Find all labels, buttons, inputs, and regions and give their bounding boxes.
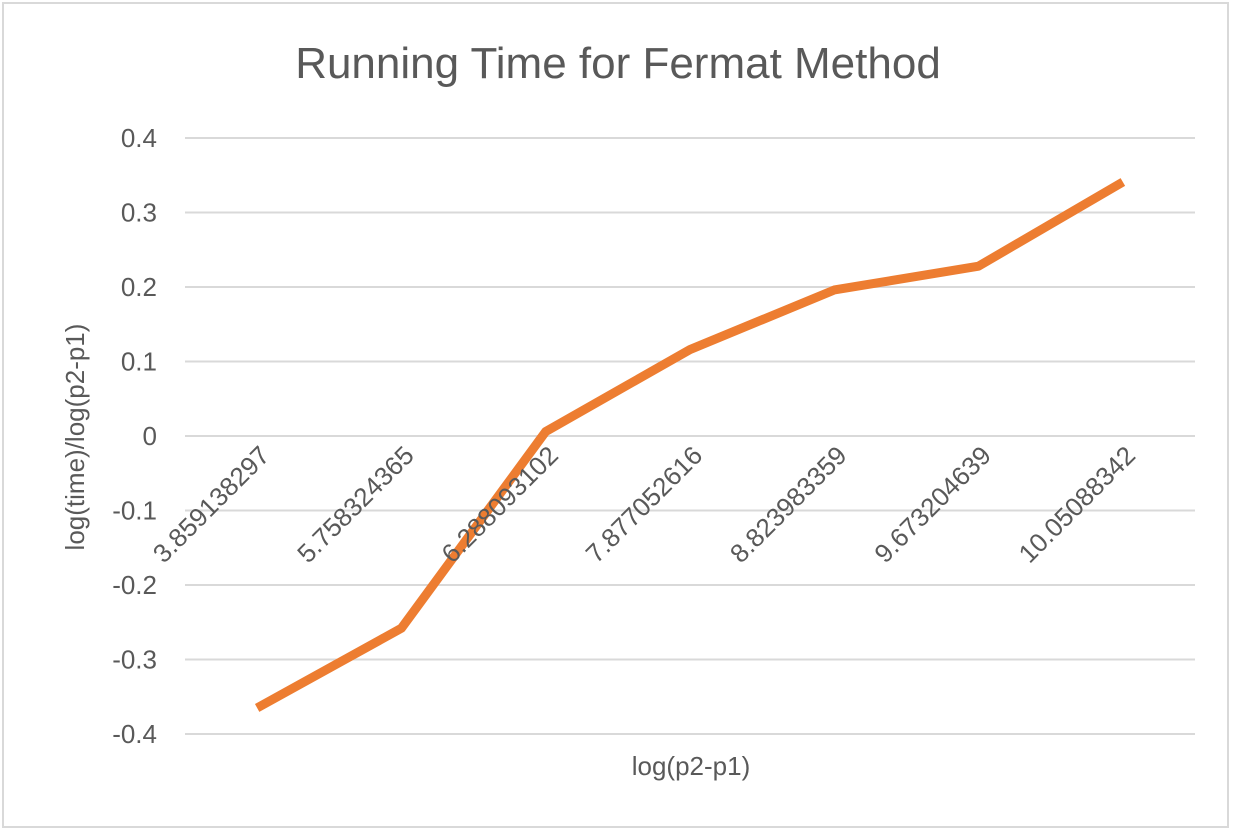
- y-tick-label: -0.2: [112, 570, 157, 600]
- series-layer: [254, 178, 1126, 712]
- gridlines: [185, 137, 1195, 735]
- y-tick-label: -0.4: [112, 719, 157, 749]
- x-axis-ticks: 3.859138297 5.758324365 6.288093102 7.87705…: [147, 440, 1141, 569]
- y-tick-label: 0: [143, 421, 157, 451]
- chart-title: Running Time for Fermat Method: [295, 39, 941, 88]
- y-tick-label: 0.4: [121, 123, 157, 153]
- x-tick-label: 6.288093102: [435, 440, 564, 569]
- x-tick-label: 9.673204639: [868, 440, 997, 569]
- y-axis-ticks: 0.4 0.3 0.2 0.1 0 -0.1 -0.2 -0.3 -0.4: [112, 123, 157, 749]
- y-tick-label: -0.1: [112, 496, 157, 526]
- y-axis-title: log(time)/log(p2-p1): [60, 324, 90, 551]
- x-tick-label: 7.877052616: [580, 440, 709, 569]
- x-tick-label: 5.758324365: [291, 440, 420, 569]
- y-tick-label: 0.2: [121, 272, 157, 302]
- x-tick-label: 10.05088342: [1013, 440, 1142, 569]
- y-tick-label: -0.3: [112, 645, 157, 675]
- x-tick-label: 3.859138297: [147, 440, 276, 569]
- x-tick-label: 8.823983359: [724, 440, 853, 569]
- x-axis-title: log(p2-p1): [632, 751, 751, 781]
- y-tick-label: 0.3: [121, 198, 157, 228]
- y-tick-label: 0.1: [121, 347, 157, 377]
